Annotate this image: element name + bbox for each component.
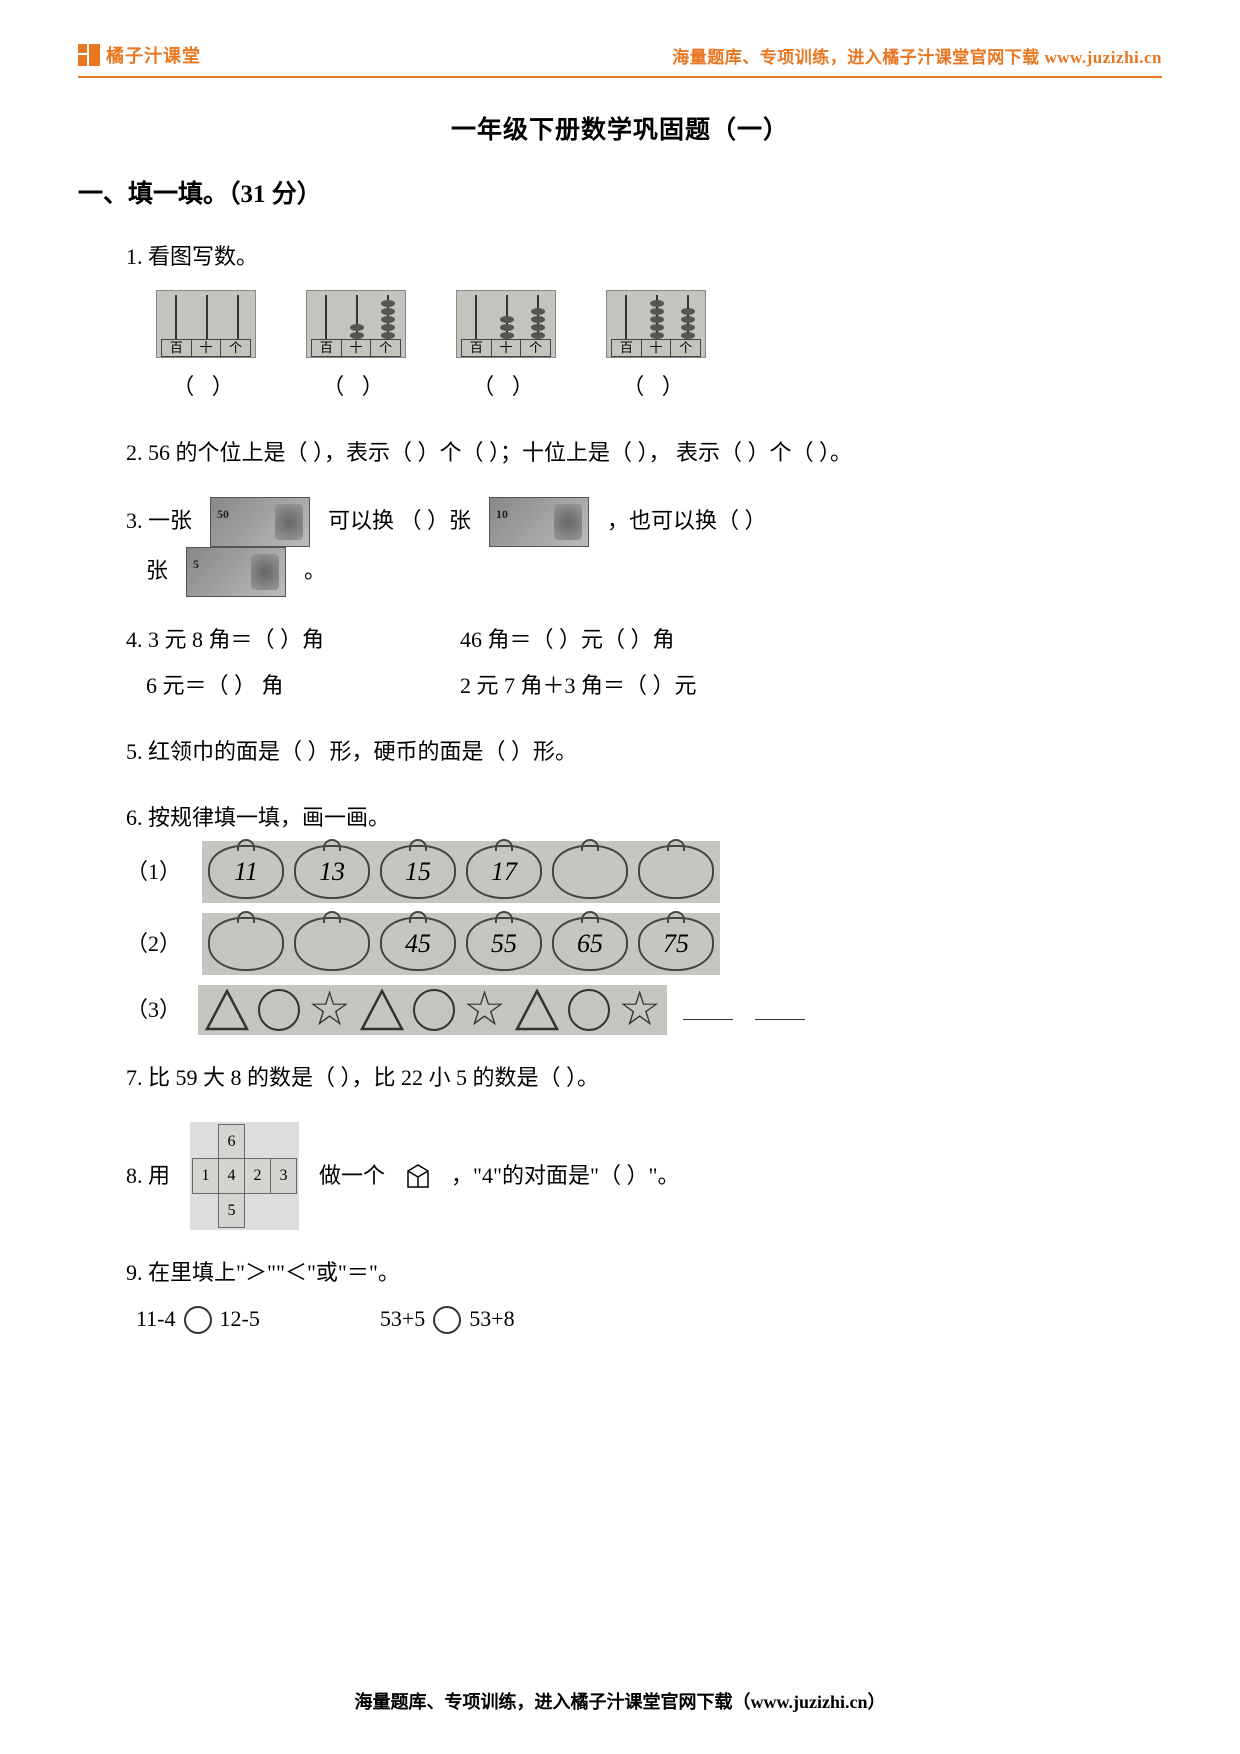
apple: 11 [208,845,284,899]
page-header: 橘子汁课堂 海量题库、专项训练，进入橘子汁课堂官网下载 www.juzizhi.… [78,42,1162,78]
q6-row2: 45 55 65 75 [202,913,720,975]
compare-circle [433,1306,461,1334]
question-9: 9. 在里填上"＞""＜"或"＝"。 11-4 12-5 53+5 53+8 [126,1250,1162,1342]
question-8: 8. 用 6 1423 5 做一个 ，"4"的对面是"（ ）"。 [126,1122,1162,1231]
page-footer: 海量题库、专项训练，进入橘子汁课堂官网下载（www.juzizhi.cn） [0,1688,1240,1714]
banknote-50 [210,497,310,547]
q6-row2-label: （2） [126,921,182,967]
q8-rest: ，"4"的对面是"（ ）"。 [451,1153,679,1199]
apple: 17 [466,845,542,899]
apple: 75 [638,917,714,971]
answer-blank: （ ） [172,364,240,410]
apple [552,845,628,899]
apple [294,917,370,971]
page-title: 一年级下册数学巩固题（一） [78,110,1162,146]
q3-mid2: ，也可以换（ ） [607,498,767,544]
triangle-icon [514,988,560,1032]
compare-2: 53+5 53+8 [380,1296,515,1342]
answer-blank [755,1000,805,1020]
question-5: 5. 红领巾的面是（ ）形，硬币的面是（ ）形。 [126,729,1162,775]
content: 一年级下册数学巩固题（一） 一、填一填。（31 分） 1. 看图写数。 百十个 … [78,100,1162,1363]
apple [208,917,284,971]
circle-icon [258,989,300,1031]
section-heading: 一、填一填。（31 分） [78,174,1162,210]
q4-1a: 4. 3 元 8 角＝（ ）角 [126,617,446,663]
apple: 15 [380,845,456,899]
q6-row1-label: （1） [126,849,182,895]
q8-mid: 做一个 [319,1153,385,1199]
star-icon: ☆ [308,989,351,1031]
triangle-icon [204,988,250,1032]
q4-2b: 2 元 7 角＋3 角＝（ ）元 [460,663,697,709]
star-icon: ☆ [618,989,661,1031]
apple: 45 [380,917,456,971]
abacus-item: 百十个 （ ） [306,290,406,410]
circle-icon [568,989,610,1031]
q3-prefix: 3. 一张 [126,498,192,544]
apple: 55 [466,917,542,971]
q6-row3: ☆ ☆ ☆ [198,985,667,1035]
banknote-10 [489,497,589,547]
logo-icon [78,44,100,66]
question-2: 2. 56 的个位上是（ ），表示（ ）个（ ）；十位上是（ ）， 表示（ ）个… [126,430,1162,476]
question-6: 6. 按规律填一填，画一画。 （1） 11 13 15 17 （2） 45 55… [126,795,1162,1035]
q1-label: 1. 看图写数。 [126,234,1162,280]
abacus-item: 百十个 （ ） [156,290,256,410]
answer-blank: （ ） [322,364,390,410]
question-3: 3. 一张 可以换 （ ）张 ，也可以换（ ） 张 。 [126,497,1162,597]
q3-mid1: 可以换 （ ）张 [328,498,471,544]
compare-circle [184,1306,212,1334]
apple: 65 [552,917,628,971]
apple [638,845,714,899]
cube-icon [403,1161,433,1191]
q6-row1: 11 13 15 17 [202,841,720,903]
q6-row3-label: （3） [126,987,182,1033]
banknote-5 [186,547,286,597]
abacus-item: 百十个 （ ） [606,290,706,410]
q9-label: 9. 在里填上"＞""＜"或"＝"。 [126,1250,1162,1296]
star-icon: ☆ [463,989,506,1031]
abacus-2: 百十个 [306,290,406,358]
circle-icon [413,989,455,1031]
question-1: 1. 看图写数。 百十个 （ ） 百十个 （ ） [126,234,1162,410]
logo: 橘子汁课堂 [78,42,201,68]
question-7: 7. 比 59 大 8 的数是（ ），比 22 小 5 的数是（ ）。 [126,1055,1162,1101]
cube-net: 6 1423 5 [190,1122,299,1231]
compare-1: 11-4 12-5 [136,1296,260,1342]
abacus-4: 百十个 [606,290,706,358]
logo-text: 橘子汁课堂 [106,42,201,68]
answer-blank [683,1000,733,1020]
answer-blank: （ ） [472,364,540,410]
apple: 13 [294,845,370,899]
q8-prefix: 8. 用 [126,1153,170,1199]
question-4: 4. 3 元 8 角＝（ ）角 46 角＝（ ）元（ ）角 6 元＝（ ） 角 … [126,617,1162,709]
q4-2a: 6 元＝（ ） 角 [146,663,446,709]
q6-label: 6. 按规律填一填，画一画。 [126,795,1162,841]
q1-abacus-row: 百十个 （ ） 百十个 （ ） [156,290,1162,410]
abacus-1: 百十个 [156,290,256,358]
abacus-3: 百十个 [456,290,556,358]
q3-suffix: 。 [304,548,326,594]
q3-line2-prefix: 张 [146,548,168,594]
answer-blank: （ ） [622,364,690,410]
abacus-item: 百十个 （ ） [456,290,556,410]
triangle-icon [359,988,405,1032]
q4-1b: 46 角＝（ ）元（ ）角 [460,617,675,663]
header-link-text: 海量题库、专项训练，进入橘子汁课堂官网下载 www.juzizhi.cn [672,43,1162,68]
